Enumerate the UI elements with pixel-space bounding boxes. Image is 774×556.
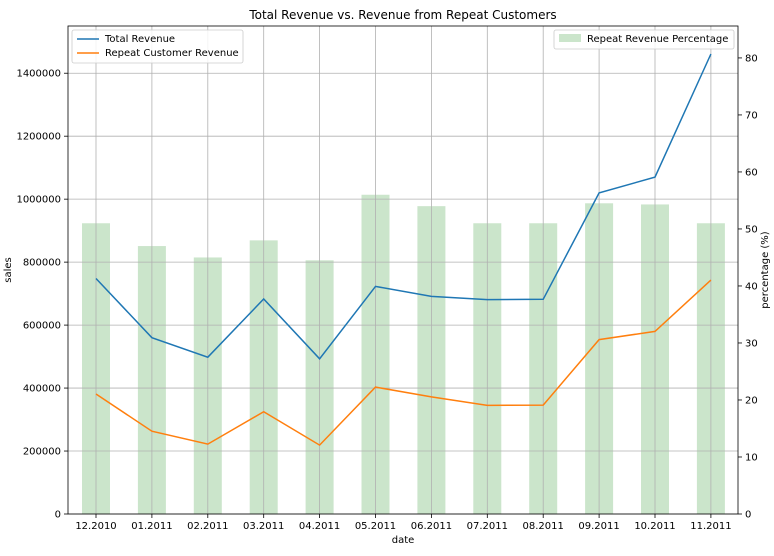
x-tick-label: 03.2011 (243, 521, 284, 532)
x-tick-label: 11.2011 (690, 521, 731, 532)
y2-tick-label: 20 (745, 395, 758, 406)
y-tick-label: 1000000 (16, 195, 61, 206)
legend-bars-box (553, 29, 735, 50)
y2-axis-title: percentage (%) (760, 231, 771, 309)
y2-tick-label: 40 (745, 281, 758, 292)
x-tick-label: 10.2011 (634, 521, 675, 532)
y-tick-label: 1400000 (16, 69, 61, 80)
legend-swatch-repeat-revenue-percentage (559, 34, 581, 42)
x-tick-label: 08.2011 (523, 521, 564, 532)
x-tick-label: 02.2011 (187, 521, 228, 532)
legend-label-total-revenue: Total Revenue (104, 34, 175, 45)
y2-tick-label: 10 (745, 452, 758, 463)
legend-lines: Total Revenue Repeat Customer Revenue (71, 29, 244, 64)
legend-label-repeat-revenue-percentage: Repeat Revenue Percentage (587, 34, 728, 45)
y-tick-label: 600000 (23, 321, 61, 332)
x-tick-label: 06.2011 (411, 521, 452, 532)
grid-layer (68, 26, 738, 515)
x-tick-label: 05.2011 (355, 521, 396, 532)
y-tick-label: 0 (55, 510, 61, 521)
x-tick-label: 07.2011 (467, 521, 508, 532)
y-tick-label: 400000 (23, 384, 61, 395)
bars-layer (82, 194, 725, 515)
x-tick-label: 09.2011 (578, 521, 619, 532)
lines-layer (95, 53, 712, 447)
x-axis-title: date (392, 535, 415, 546)
x-tick-label: 12.2010 (75, 521, 116, 532)
legend-lines-box (71, 29, 244, 64)
legend-bars: Repeat Revenue Percentage (553, 29, 735, 50)
chart-title: Total Revenue vs. Revenue from Repeat Cu… (248, 8, 556, 22)
y-tick-label: 200000 (23, 447, 61, 458)
y2-tick-label: 50 (745, 224, 758, 235)
y-axis-title: sales (3, 257, 14, 282)
plot-frame (67, 25, 739, 515)
y2-tick-label: 30 (745, 338, 758, 349)
y2-tick-label: 60 (745, 167, 758, 178)
x-tick-label: 01.2011 (131, 521, 172, 532)
y-tick-label: 800000 (23, 258, 61, 269)
y2-tick-label: 80 (745, 53, 758, 64)
x-axis-ticks: 12.2010 01.2011 02.2011 03.2011 04.2011 05.20… (75, 514, 732, 532)
legend-label-repeat-customer-revenue: Repeat Customer Revenue (105, 48, 239, 59)
y-tick-label: 1200000 (16, 132, 61, 143)
y-axis-ticks: 0 200000 400000 600000 800000 1000000 1200000 1… (16, 69, 68, 521)
x-tick-label: 04.2011 (299, 521, 340, 532)
y2-tick-label: 0 (745, 510, 751, 521)
y2-tick-label: 70 (745, 110, 758, 121)
line-total-revenue (95, 53, 712, 360)
y2-axis-ticks: 0 10 20 30 40 50 60 70 80 (738, 53, 758, 521)
line-repeat-customer-revenue (95, 279, 712, 447)
